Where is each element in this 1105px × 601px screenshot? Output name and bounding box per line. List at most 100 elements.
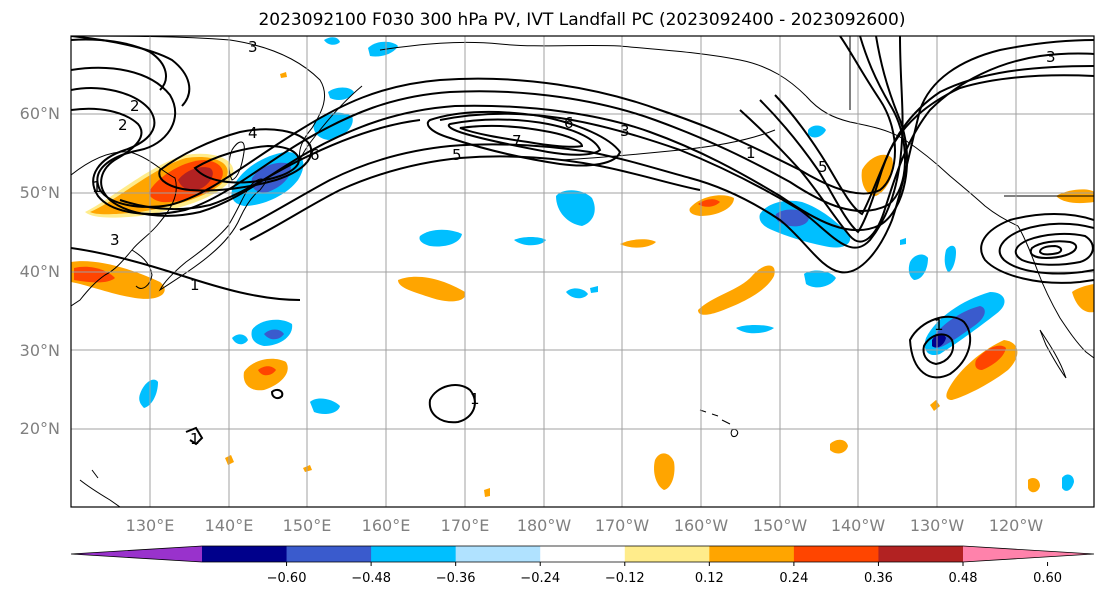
lon-label: 150°W: [753, 516, 808, 535]
pv-contour: [1038, 244, 1063, 256]
colorbar-tick-label: 0.24: [779, 571, 808, 586]
lon-label: 170°E: [441, 516, 490, 535]
anomaly-negative: [514, 237, 546, 246]
contour-label: 6: [564, 114, 574, 132]
lon-label: 120°W: [989, 516, 1044, 535]
contour-label: 5: [452, 146, 462, 164]
pv-contour: [998, 222, 1094, 275]
lat-label: 20°N: [20, 419, 60, 438]
coastline-alaska: [805, 95, 1019, 227]
latitude-labels: 60°N 50°N 40°N 30°N 20°N: [20, 104, 60, 438]
colorbar-tick-label: −0.36: [436, 571, 476, 586]
anomaly-negative: [900, 238, 906, 245]
longitude-labels: 130°E 140°E 150°E 160°E 170°E 180°W 170°…: [126, 516, 1044, 535]
contour-label: 1: [190, 276, 200, 294]
contour-labels: 2 3 3 4 5 6 7 6 5 1 1 1 1 2 3 3 1 1: [92, 38, 1056, 448]
pv-contour: [239, 39, 1094, 274]
lat-label: 30°N: [20, 341, 60, 360]
pv-contour: [447, 118, 602, 156]
contour-label: 1: [470, 390, 480, 408]
colorbar-segment: [286, 546, 372, 562]
contour-label: 5: [818, 158, 828, 176]
anomaly-negative: [310, 398, 340, 414]
colorbar-extend-high: [963, 546, 1094, 562]
anomaly-negative: [232, 334, 248, 345]
pv-contour: [980, 213, 1094, 284]
contour-label: 7: [512, 132, 522, 150]
anomaly-positive: [654, 453, 675, 490]
lon-label: 150°E: [283, 516, 332, 535]
lon-label: 180°W: [517, 516, 572, 535]
colorbar-segment: [793, 546, 879, 562]
pv-contour: [428, 384, 476, 424]
lon-label: 140°E: [205, 516, 254, 535]
pv-contour: [759, 65, 1094, 234]
anomaly-positive: [398, 276, 466, 302]
anomaly-negative: [932, 334, 946, 348]
anomaly-positive: [620, 239, 656, 248]
colorbar-tick-label: 0.12: [695, 571, 724, 586]
colorbar-tick-label: −0.60: [267, 571, 307, 586]
map-frame: [70, 35, 1095, 508]
contour-label: 1: [934, 316, 944, 334]
pv-contour: [1014, 232, 1094, 266]
colorbar-segment: [371, 546, 457, 562]
anomaly-negative: [324, 37, 340, 45]
colorbar-tick-label: 0.48: [949, 571, 978, 586]
colorbar-outline: [70, 545, 1095, 563]
contour-label: 3: [1046, 48, 1056, 66]
anomaly-negative: [566, 288, 588, 299]
lon-label: 130°E: [126, 516, 175, 535]
lon-label: 170°W: [595, 516, 650, 535]
anomaly-positive: [178, 167, 213, 191]
pv-contour: [1029, 240, 1078, 260]
colorbar-tick-label: −0.48: [351, 571, 391, 586]
contour-label: 4: [248, 124, 258, 142]
lon-label: 140°W: [831, 516, 886, 535]
anomaly-negative: [1062, 474, 1074, 491]
pv-contour: [270, 388, 284, 400]
colorbar-tick-label: 0.36: [864, 571, 893, 586]
pv-contour: [71, 36, 191, 107]
colorbar: −0.60 −0.48 −0.36 −0.24 −0.12 0.12 0.24 0.36 0.4…: [70, 545, 1095, 586]
anomaly-positive: [484, 488, 490, 497]
coastline-russia-north: [379, 41, 807, 97]
lon-label: 130°W: [910, 516, 965, 535]
colorbar-segment: [878, 546, 964, 562]
lat-label: 60°N: [20, 104, 60, 123]
anomaly-negative: [419, 229, 462, 247]
pv-contour: [71, 247, 301, 301]
contour-label: 3: [110, 231, 120, 249]
coastline-korea: [131, 249, 153, 289]
anomaly-negative: [139, 379, 158, 408]
contour-label: 3: [248, 38, 258, 56]
lat-label: 40°N: [20, 262, 60, 281]
colorbar-segment: [540, 546, 626, 562]
colorbar-tick-label: −0.12: [605, 571, 645, 586]
coastline-north-america: [1017, 225, 1094, 359]
anomaly-negative: [908, 254, 928, 280]
anomaly-positive: [698, 199, 720, 207]
contour-label: 2: [118, 116, 128, 134]
coastline-philippines: [79, 469, 121, 507]
anomaly-negative: [736, 325, 774, 334]
colorbar-segment: [709, 546, 795, 562]
pv-contour: [459, 124, 584, 148]
pv-contours: [71, 36, 1094, 446]
colorbar-segment: [624, 546, 710, 562]
anomaly-positive: [830, 439, 848, 454]
lon-label: 160°E: [362, 516, 411, 535]
pv-contour: [249, 52, 1094, 243]
contour-label: 6: [310, 146, 320, 164]
colorbar-extend-low: [71, 546, 202, 562]
pv-contour: [71, 36, 909, 232]
contour-label: 1: [190, 430, 200, 448]
pv-contour: [158, 128, 313, 192]
anomaly-positive: [698, 265, 775, 315]
pv-contour: [71, 36, 896, 208]
contour-label: 3: [620, 122, 630, 140]
anomaly-positive: [280, 72, 287, 78]
coastline-baja: [1039, 329, 1067, 379]
anomaly-negative: [590, 286, 598, 293]
anomaly-negative: [808, 125, 826, 138]
